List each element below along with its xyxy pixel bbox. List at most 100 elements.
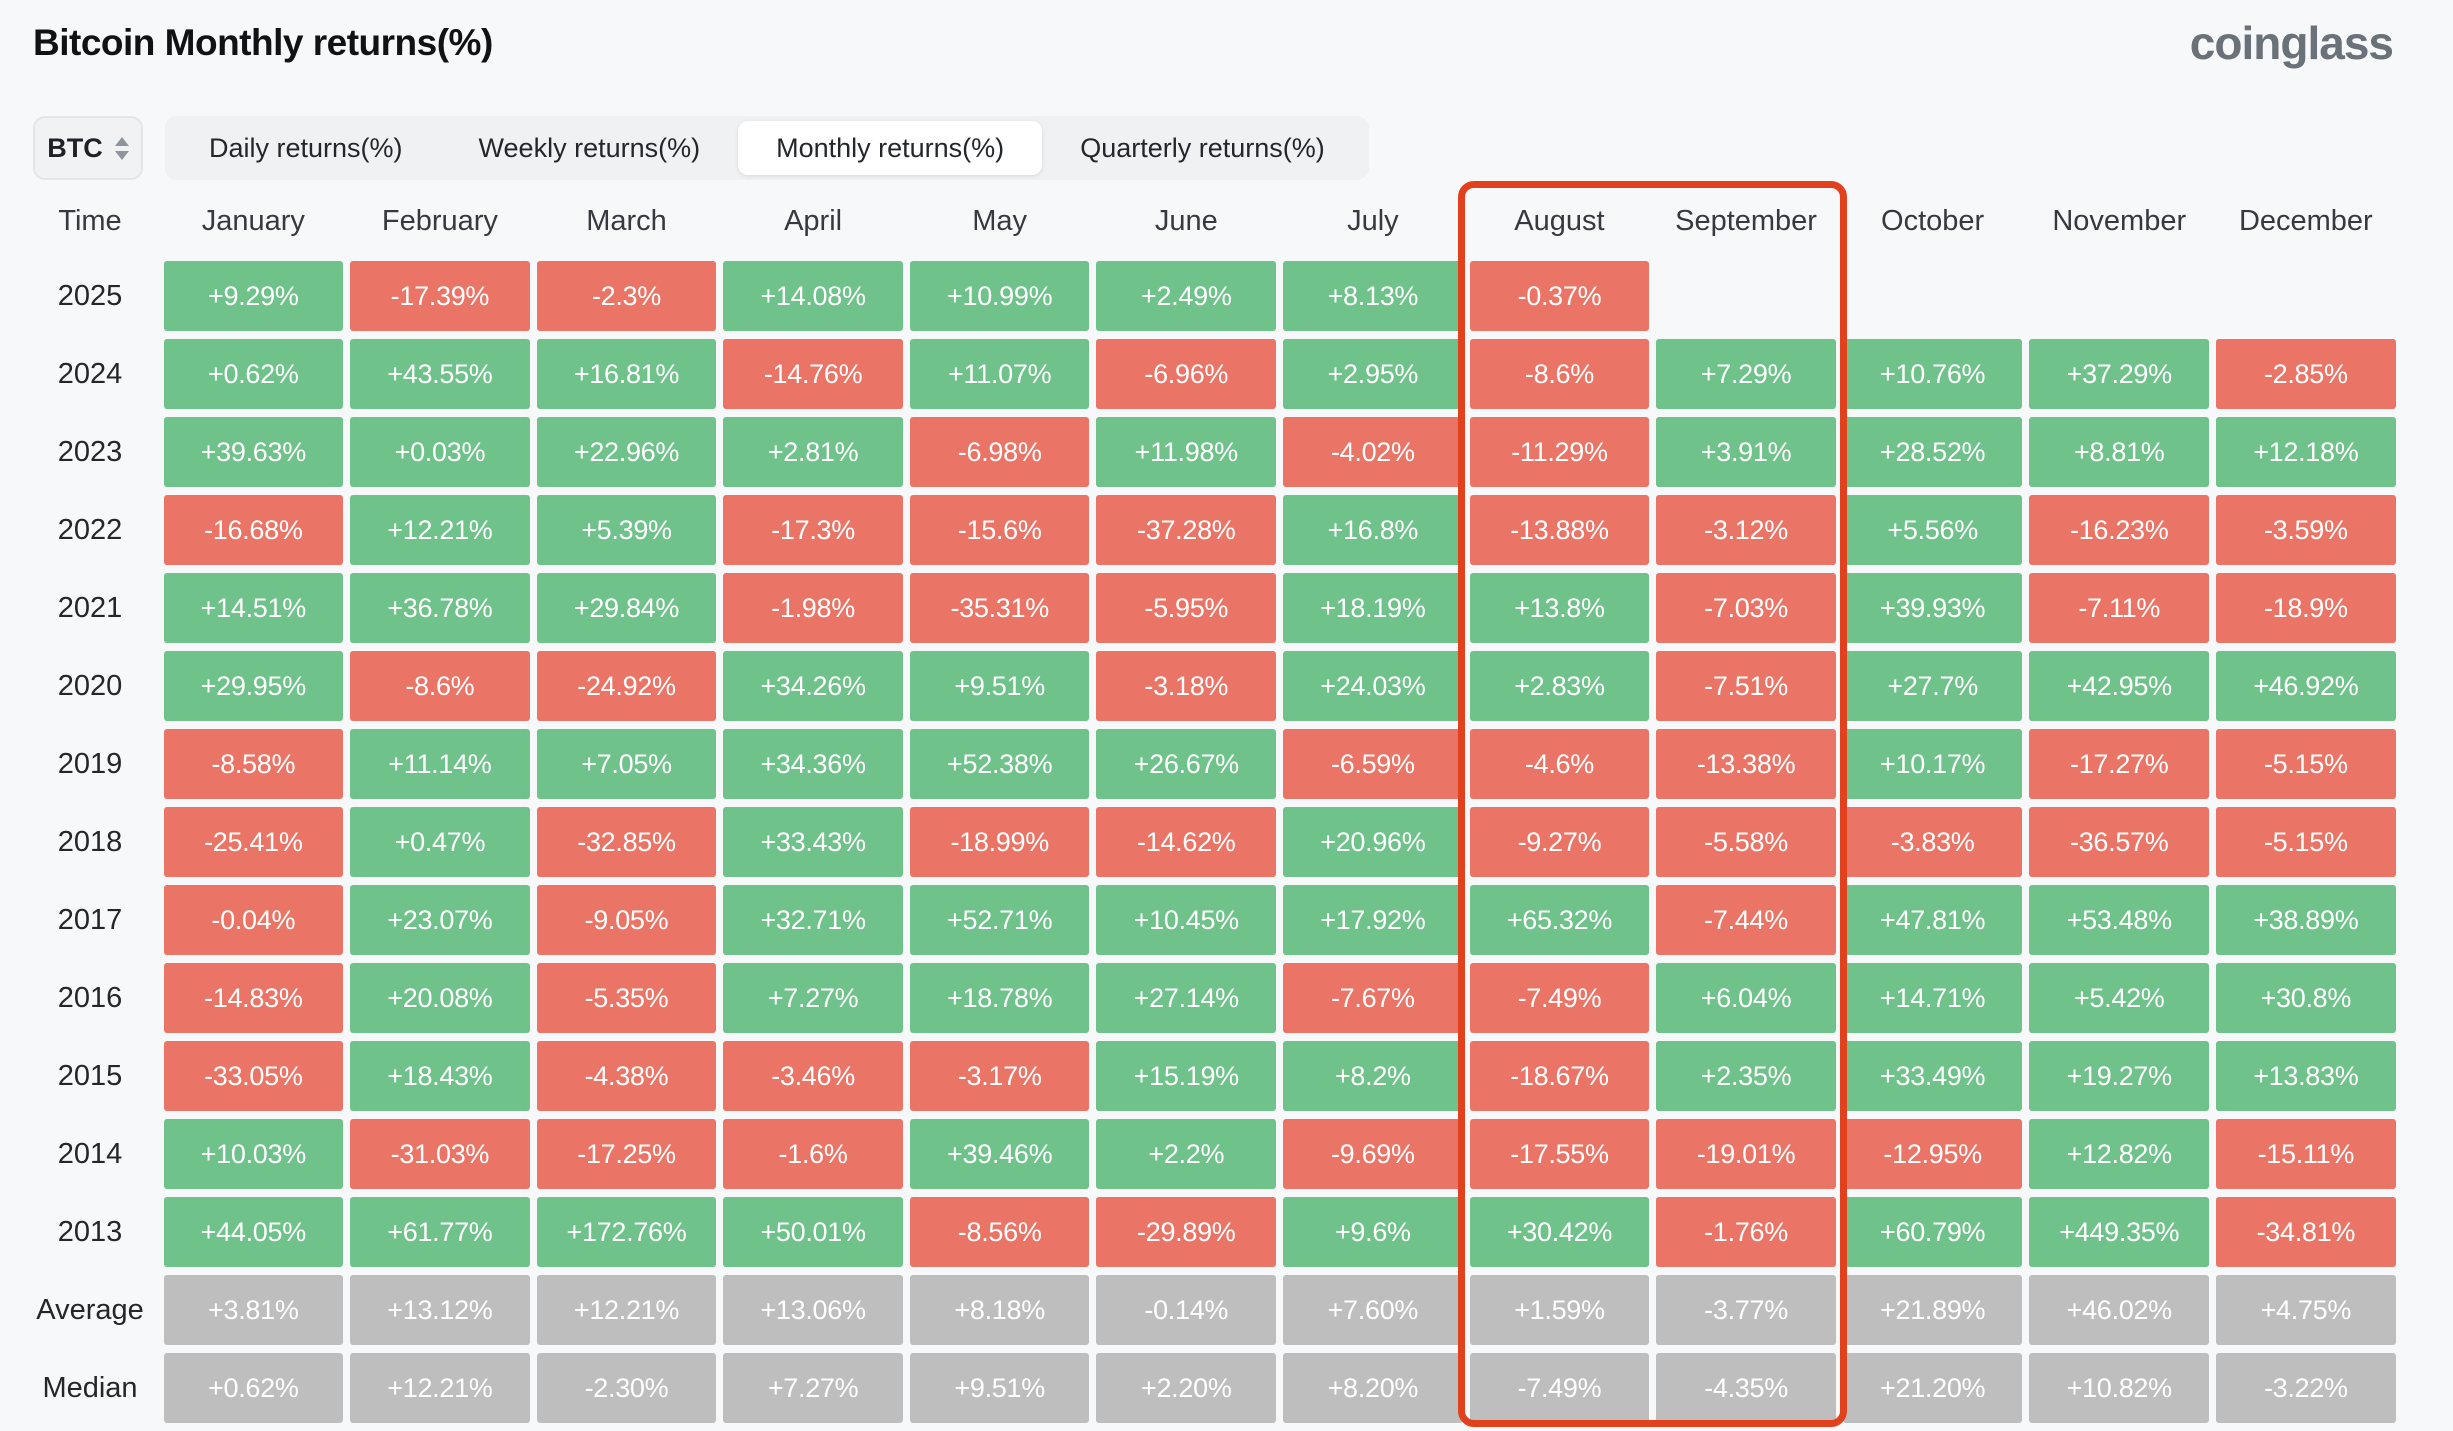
table-row-2019: 2019 -8.58% +11.14% +7.05% +34.36% +52.38% +26… [20,725,2399,803]
return-cell: +27.14% [1096,963,1277,1033]
return-cell: -16.68% [163,495,344,565]
return-cell: +36.78% [350,573,530,643]
column-header-october: October [1881,204,1985,237]
return-cell: -3.59% [2216,495,2396,565]
return-cell: -13.38% [1656,729,1836,799]
return-cell: -6.59% [1283,729,1463,799]
returns-period-tabs: Daily returns(%) Weekly returns(%) Month… [165,116,1369,180]
return-cell [2029,261,2209,331]
return-cell: -25.41% [163,807,344,877]
return-cell: -35.31% [909,573,1090,643]
return-cell: -3.18% [1096,651,1277,721]
return-cell: -14.62% [1096,807,1277,877]
return-cell: +29.95% [163,651,344,721]
row-label: 2013 [57,1215,123,1248]
return-cell: -13.88% [1469,495,1650,565]
coinglass-logo[interactable]: coinglass [2189,17,2394,69]
return-cell: +14.51% [163,573,344,643]
return-cell: -6.96% [1096,339,1277,409]
return-cell: -32.85% [536,807,717,877]
return-cell: -4.02% [1283,417,1463,487]
return-cell: +8.20% [1283,1353,1463,1423]
tab-quarterly-returns[interactable]: Quarterly returns(%) [1080,132,1325,163]
table-row-2020: 2020 +29.95% -8.6% -24.92% +34.26% +9.51% -3.1… [20,647,2399,725]
column-header-may: May [972,204,1028,237]
row-label: 2021 [57,591,123,624]
row-label: Median [42,1371,138,1404]
return-cell: +52.38% [909,729,1090,799]
table-header-row: Time January February March April May June July… [20,185,2399,257]
return-cell: -3.12% [1656,495,1836,565]
return-cell: -17.27% [2029,729,2210,799]
return-cell: +5.56% [1842,495,2023,565]
row-label: 2022 [57,513,123,546]
return-cell: +13.8% [1469,573,1650,643]
return-cell: -9.05% [536,885,717,955]
return-cell: +12.21% [350,495,530,565]
return-cell: -4.38% [536,1041,717,1111]
table-row-average: Average +3.81% +13.12% +12.21% +13.06% +8.18%… [20,1271,2399,1349]
column-header-time: Time [58,204,122,237]
return-cell: -2.85% [2216,339,2396,409]
tab-monthly-returns[interactable]: Monthly returns(%) [738,121,1043,175]
return-cell: +4.75% [2216,1275,2396,1345]
page-title: Bitcoin Monthly returns(%) [33,22,493,63]
return-cell: +60.79% [1842,1197,2023,1267]
return-cell: +18.78% [909,963,1090,1033]
return-cell: -36.57% [2029,807,2210,877]
return-cell: -3.83% [1842,807,2023,877]
return-cell: +13.12% [350,1275,530,1345]
table-row-2016: 2016 -14.83% +20.08% -5.35% +7.27% +18.78% +27… [20,959,2399,1037]
column-header-august: August [1514,204,1605,237]
return-cell: +0.62% [163,339,344,409]
return-cell: +12.82% [2029,1119,2210,1189]
return-cell: -17.3% [723,495,903,565]
return-cell: -33.05% [163,1041,344,1111]
return-cell: +10.82% [2029,1353,2210,1423]
column-header-june: June [1154,204,1218,237]
return-cell: +47.81% [1842,885,2023,955]
return-cell: +172.76% [536,1197,717,1267]
return-cell: +12.21% [350,1353,530,1423]
row-label: 2015 [57,1059,123,1092]
return-cell: +34.36% [723,729,903,799]
return-cell: -2.3% [536,261,717,331]
return-cell: -3.17% [909,1041,1090,1111]
return-cell: +61.77% [350,1197,530,1267]
return-cell: -14.76% [723,339,903,409]
return-cell: +8.81% [2029,417,2210,487]
coin-selector[interactable]: BTC [33,116,143,180]
return-cell: +26.67% [1096,729,1277,799]
return-cell: +53.48% [2029,885,2210,955]
return-cell: -7.49% [1469,963,1650,1033]
return-cell: -7.49% [1469,1353,1650,1423]
return-cell: +13.83% [2216,1041,2396,1111]
tab-weekly-returns[interactable]: Weekly returns(%) [478,132,701,163]
return-cell: -1.76% [1656,1197,1836,1267]
return-cell: +32.71% [723,885,903,955]
return-cell: +11.07% [909,339,1090,409]
column-header-july: July [1347,204,1399,237]
return-cell: -11.29% [1469,417,1650,487]
return-cell: +34.26% [723,651,903,721]
table-row-2023: 2023 +39.63% +0.03% +22.96% +2.81% -6.98% +11.… [20,413,2399,491]
return-cell: +14.71% [1842,963,2023,1033]
return-cell: -12.95% [1842,1119,2023,1189]
row-label: 2016 [57,981,123,1014]
return-cell: -19.01% [1656,1119,1836,1189]
return-cell: -0.14% [1096,1275,1277,1345]
return-cell: -2.30% [536,1353,717,1423]
return-cell [1843,261,2023,331]
tab-daily-returns[interactable]: Daily returns(%) [209,132,403,163]
table-row-2018: 2018 -25.41% +0.47% -32.85% +33.43% -18.99% -1… [20,803,2399,881]
return-cell: +39.46% [909,1119,1090,1189]
return-cell: +9.6% [1283,1197,1463,1267]
row-label: 2023 [57,435,123,468]
return-cell: +7.29% [1656,339,1836,409]
return-cell: +0.47% [350,807,530,877]
row-label: 2025 [57,279,123,312]
return-cell: -1.6% [723,1119,903,1189]
return-cell: +44.05% [163,1197,344,1267]
return-cell: -34.81% [2216,1197,2396,1267]
